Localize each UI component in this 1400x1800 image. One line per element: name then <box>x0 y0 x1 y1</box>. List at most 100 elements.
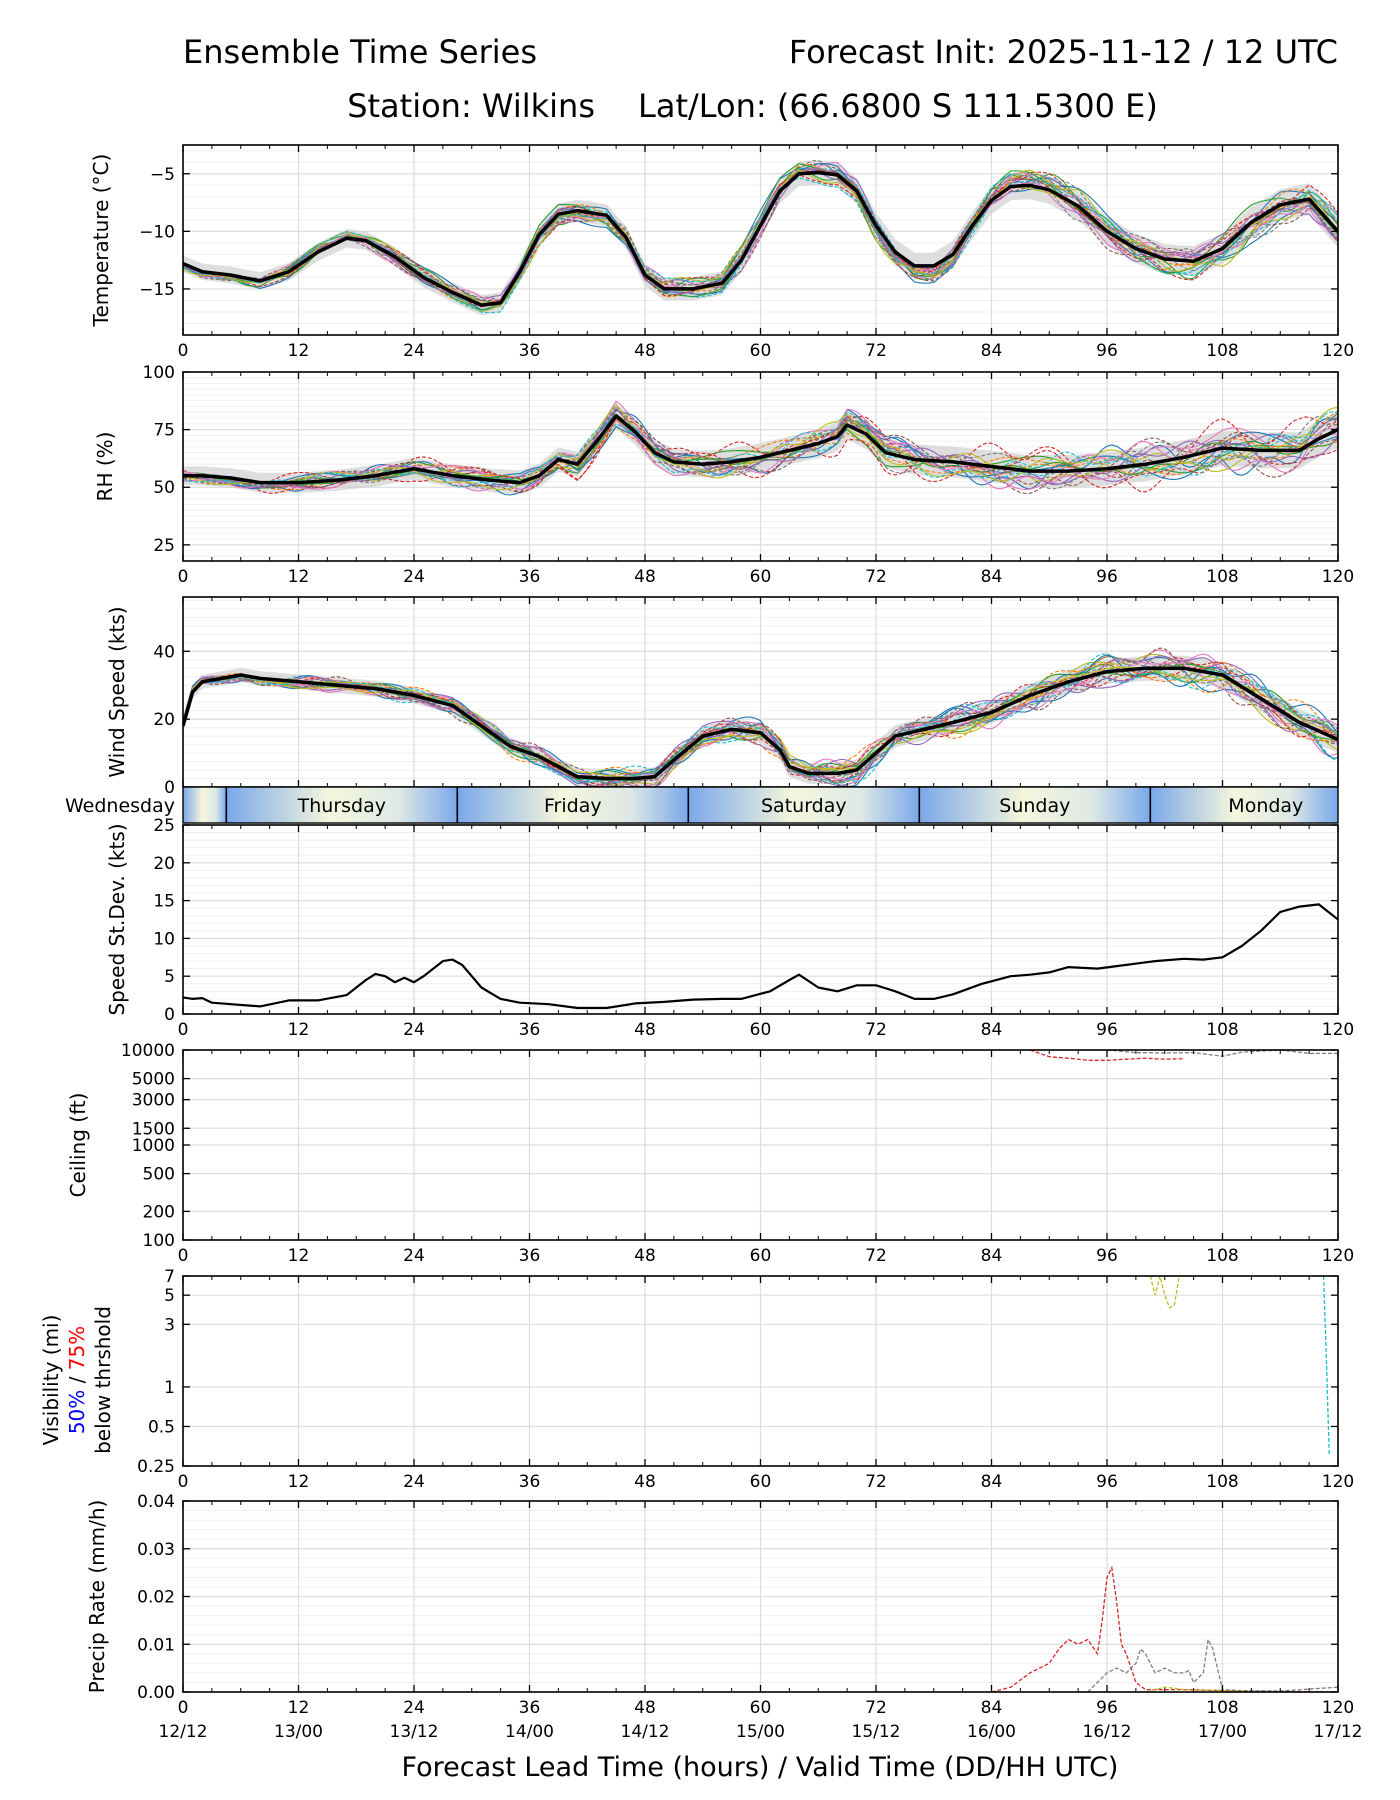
member-series-line <box>1029 1050 1185 1061</box>
speed_sd-plot-area <box>183 903 1338 1010</box>
x-tick-label: 36 <box>519 1472 541 1492</box>
member-series-line <box>1149 1276 1180 1309</box>
ensemble-mean-line <box>183 414 1338 485</box>
x-tick-label: 12 <box>288 1020 310 1040</box>
x-tick-label: 96 <box>1096 341 1118 361</box>
day-bar-frame <box>182 786 1339 824</box>
ensemble-member-line <box>183 163 1338 311</box>
member-series-line <box>1322 1276 1330 1456</box>
rh-plot-area <box>183 400 1338 496</box>
day-label: Saturday <box>761 795 847 817</box>
precip-y-label: Precip Rate (mm/h) <box>85 1500 109 1694</box>
x-tick-label: 48 <box>634 567 656 587</box>
x-tick-label: 96 <box>1096 567 1118 587</box>
valid-time-tick-label: 12/12 <box>159 1722 208 1742</box>
day-segment <box>688 787 920 823</box>
wind-plot-area <box>183 647 1338 787</box>
x-tick-label: 0 <box>178 1020 189 1040</box>
x-tick-label: 96 <box>1096 1020 1118 1040</box>
member-series-line <box>991 1565 1338 1692</box>
valid-time-tick-label: 17/00 <box>1198 1722 1247 1742</box>
y-tick-label: 25 <box>153 536 175 556</box>
rh-panel: 25 50 75 100 0 12 24 36 48 60 72 84 96 108 120 RH (%) <box>93 363 1354 587</box>
x-tick-label: 72 <box>865 341 887 361</box>
x-tick-label: 84 <box>981 1246 1003 1266</box>
day-label: Sunday <box>999 795 1070 817</box>
ensemble-member-line <box>183 653 1338 787</box>
day-label: Monday <box>1228 795 1303 817</box>
x-tick-label: 0 <box>178 1246 189 1266</box>
temperature-plot-area <box>183 160 1338 316</box>
ensemble-member-line <box>183 161 1338 303</box>
vis-label-50pct: 50% <box>65 1390 89 1434</box>
member-series-line <box>1087 1637 1338 1692</box>
x-tick-label: 0 <box>178 341 189 361</box>
valid-time-tick-label: 13/12 <box>390 1722 439 1742</box>
ensemble-member-line <box>183 647 1338 787</box>
x-tick-label: 36 <box>519 1698 541 1718</box>
x-tick-label: 0 <box>178 1698 189 1718</box>
x-tick-label: 120 <box>1322 567 1354 587</box>
valid-time-tick-label: 14/00 <box>505 1722 554 1742</box>
x-tick-label: 96 <box>1096 1698 1118 1718</box>
y-tick-label: −10 <box>139 222 175 242</box>
station-name: Station: Wilkins <box>347 87 595 125</box>
x-tick-label: 24 <box>403 1020 425 1040</box>
y-tick-label: −15 <box>139 280 175 300</box>
y-tick-label: −5 <box>150 165 175 185</box>
x-tick-label: 60 <box>750 567 772 587</box>
valid-time-tick-label: 15/00 <box>736 1722 785 1742</box>
x-tick-label: 72 <box>865 1472 887 1492</box>
y-tick-label: 0.00 <box>137 1683 175 1703</box>
y-tick-label: 200 <box>143 1202 175 1222</box>
y-tick-label: 3 <box>164 1315 175 1335</box>
day-segment <box>1150 787 1338 823</box>
x-tick-label: 36 <box>519 1020 541 1040</box>
y-tick-label: 50 <box>153 478 175 498</box>
ensemble-member-line <box>183 163 1338 302</box>
x-tick-label: 72 <box>865 1246 887 1266</box>
x-tick-label: 24 <box>403 567 425 587</box>
x-tick-label: 84 <box>981 1472 1003 1492</box>
x-tick-label: 48 <box>634 341 656 361</box>
day-segment <box>919 787 1151 823</box>
x-tick-label: 72 <box>865 1020 887 1040</box>
x-tick-label: 120 <box>1322 341 1354 361</box>
x-tick-label: 48 <box>634 1698 656 1718</box>
day-of-week-bar: Wednesday Thursday Friday Saturday Sunday Mon… <box>65 786 1339 824</box>
ensemble-member-line <box>183 416 1338 494</box>
y-tick-label: 0.02 <box>137 1588 175 1608</box>
speed_sd-y-label: Speed St.Dev. (kts) <box>105 823 129 1015</box>
valid-time-tick-label: 16/00 <box>967 1722 1016 1742</box>
x-tick-label: 24 <box>403 1698 425 1718</box>
valid-time-tick-label: 16/12 <box>1083 1722 1132 1742</box>
day-segment <box>183 787 227 823</box>
ensemble-member-line <box>183 173 1338 314</box>
x-tick-label: 24 <box>403 1472 425 1492</box>
wind-y-label: Wind Speed (kts) <box>105 606 129 777</box>
x-tick-label: 108 <box>1206 1020 1238 1040</box>
x-tick-label: 60 <box>750 341 772 361</box>
x-tick-label: 48 <box>634 1472 656 1492</box>
day-label: Friday <box>544 795 602 817</box>
y-tick-label: 0.04 <box>137 1492 175 1512</box>
y-tick-label: 0.03 <box>137 1540 175 1560</box>
x-tick-label: 120 <box>1322 1246 1354 1266</box>
x-tick-label: 12 <box>288 1472 310 1492</box>
y-tick-label: 100 <box>143 1231 175 1251</box>
y-tick-label: 0 <box>164 778 175 798</box>
y-tick-label: 10 <box>153 929 175 949</box>
x-tick-label: 96 <box>1096 1472 1118 1492</box>
x-tick-label: 120 <box>1322 1020 1354 1040</box>
x-tick-label: 36 <box>519 341 541 361</box>
ensemble-mean-line <box>183 903 1338 1010</box>
x-axis-label: Forecast Lead Time (hours) / Valid Time … <box>402 1752 1119 1783</box>
y-tick-label: 7 <box>164 1267 175 1287</box>
station-latlon: Lat/Lon: (66.6800 S 111.5300 E) <box>638 87 1158 125</box>
x-tick-label: 84 <box>981 1020 1003 1040</box>
ensemble-member-line <box>183 170 1338 308</box>
x-tick-label: 60 <box>750 1020 772 1040</box>
x-tick-label: 60 <box>750 1472 772 1492</box>
